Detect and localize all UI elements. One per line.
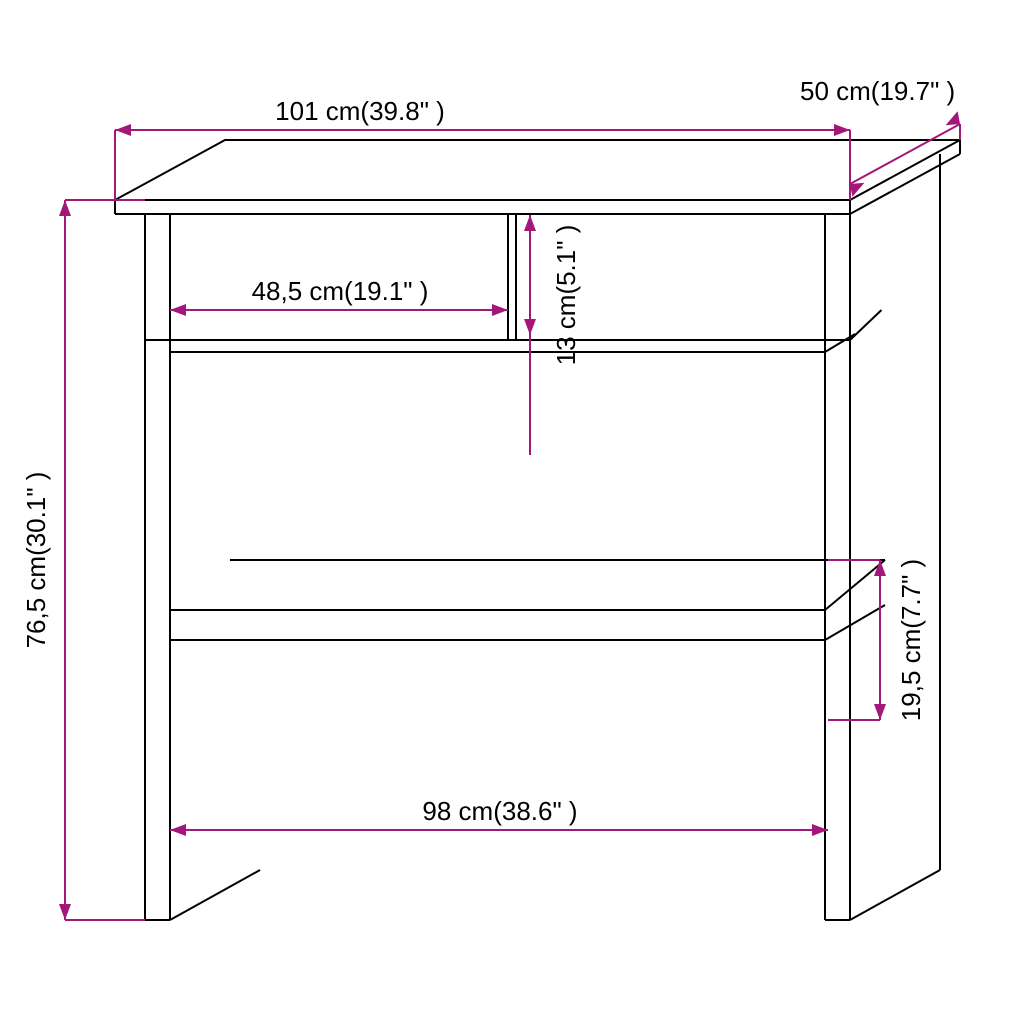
dim-inner-width: 98 cm(38.6" ) (422, 796, 577, 826)
dim-brace-height: 19,5 cm(7.7" ) (896, 559, 926, 721)
dim-height: 76,5 cm(30.1" ) (21, 472, 51, 649)
dim-drawer-width: 48,5 cm(19.1" ) (252, 276, 429, 306)
dim-width: 101 cm(39.8" ) (275, 96, 445, 126)
dim-depth: 50 cm(19.7" ) (800, 76, 955, 106)
tabletop-top (115, 140, 960, 200)
dim-drawer-height: 13 cm(5.1" ) (551, 225, 581, 366)
